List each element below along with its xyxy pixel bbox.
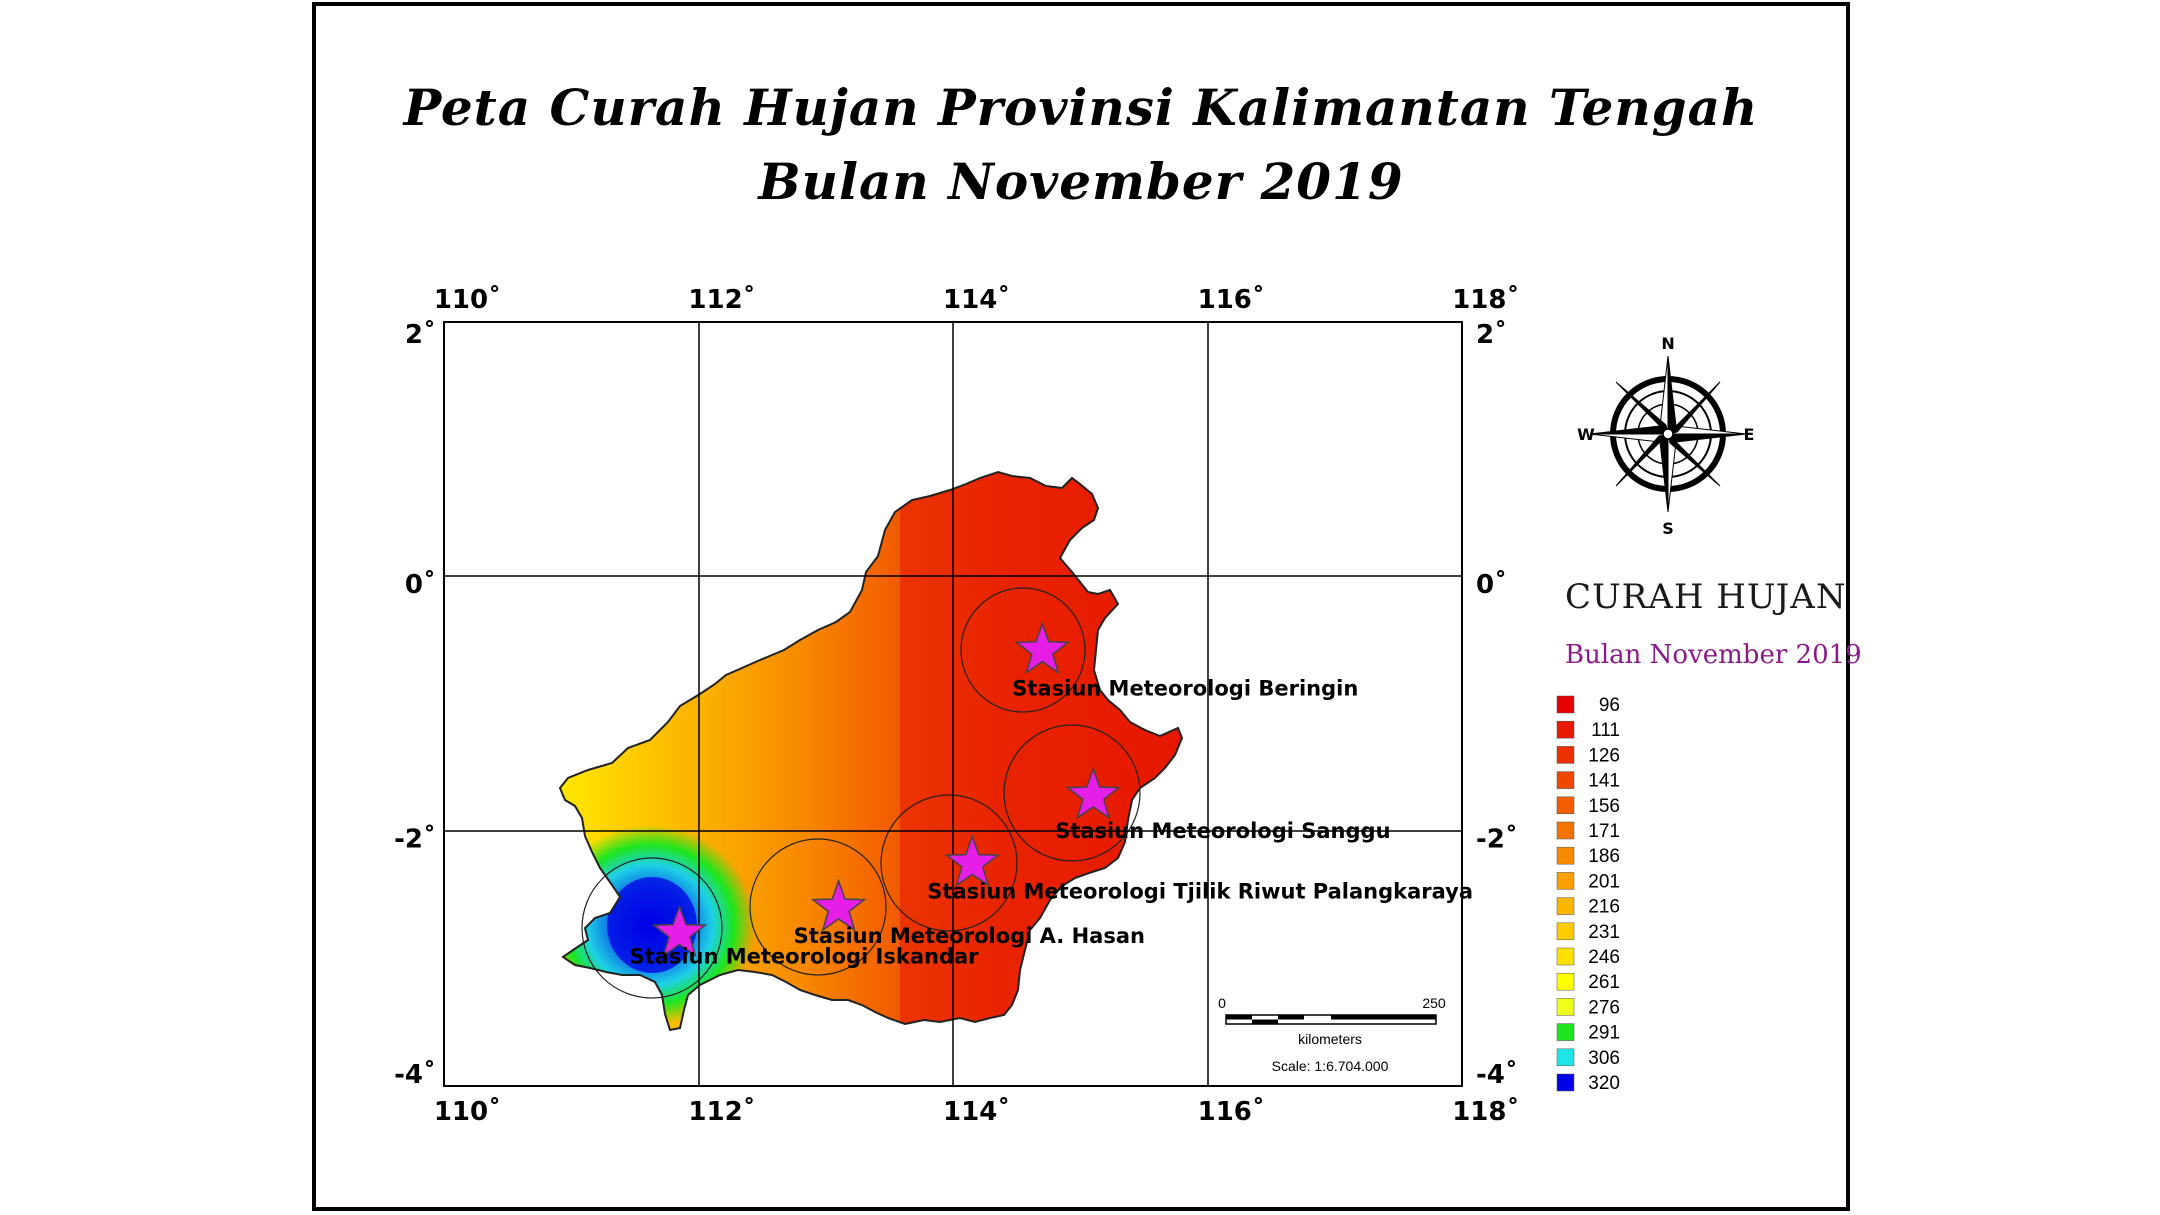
legend-swatch — [1556, 872, 1575, 890]
lat-tick-left: 0˚ — [405, 569, 436, 600]
lon-tick-bottom: 112˚ — [688, 1096, 755, 1127]
legend-value: 111 — [1591, 720, 1620, 741]
legend-value: 320 — [1588, 1073, 1620, 1094]
station-label: Stasiun Meteorologi A. Hasan — [794, 924, 1145, 948]
compass-west-label: W — [1577, 425, 1595, 444]
legend-value: 156 — [1588, 796, 1620, 817]
lat-tick-right: -2˚ — [1476, 824, 1518, 855]
compass-south-label: S — [1662, 519, 1674, 538]
scale-unit: kilometers — [1298, 1031, 1362, 1047]
legend-value: 291 — [1588, 1023, 1620, 1044]
legend-swatch — [1556, 1073, 1575, 1092]
lon-tick-top: 116˚ — [1198, 284, 1265, 315]
compass-rose-icon: N S E W — [1577, 334, 1754, 538]
legend-value: 126 — [1588, 745, 1620, 766]
legend-swatch — [1556, 947, 1575, 966]
lat-tick-left: -4˚ — [394, 1059, 436, 1090]
lon-tick-top: 110˚ — [434, 284, 501, 315]
legend-swatch — [1556, 846, 1575, 865]
legend-swatch — [1556, 821, 1575, 840]
legend-title: CURAH HUJAN — [1565, 577, 1847, 617]
legend-subtitle: Bulan November 2019 — [1565, 640, 1862, 670]
legend-swatch — [1556, 972, 1575, 991]
scale-ratio: Scale: 1:6.704.000 — [1272, 1058, 1389, 1074]
legend-value: 141 — [1588, 771, 1620, 792]
latitude-labels-right: 2˚ 0˚ -2˚ -4˚ — [1476, 319, 1518, 1090]
legend-value: 201 — [1588, 871, 1620, 892]
compass-east-label: E — [1744, 425, 1755, 444]
legend-value: 171 — [1588, 821, 1620, 842]
legend-swatch — [1556, 1048, 1575, 1067]
legend-value: 306 — [1588, 1048, 1620, 1069]
lon-tick-bottom: 116˚ — [1198, 1096, 1265, 1127]
legend-swatch — [1556, 897, 1575, 915]
longitude-labels-bottom: 110˚ 112˚ 114˚ 116˚ 118˚ — [434, 1096, 1520, 1127]
legend-swatch — [1556, 796, 1575, 815]
lon-tick-top: 112˚ — [688, 284, 755, 315]
station-label: Stasiun Meteorologi Sanggu — [1055, 819, 1390, 843]
station-star-icon — [651, 904, 708, 958]
map-title-line-1: Peta Curah Hujan Provinsi Kalimantan Ten… — [403, 78, 1759, 137]
legend-swatch — [1556, 998, 1575, 1016]
lat-tick-left: -2˚ — [394, 824, 436, 855]
scale-min-label: 0 — [1218, 995, 1226, 1011]
legend-value: 276 — [1588, 997, 1620, 1018]
lat-tick-right: -4˚ — [1476, 1059, 1518, 1090]
station-buffers — [581, 587, 1141, 999]
legend-swatch — [1556, 922, 1575, 941]
legend-swatch — [1556, 1023, 1575, 1041]
lat-tick-right: 0˚ — [1476, 569, 1507, 600]
lon-tick-bottom: 114˚ — [943, 1096, 1010, 1127]
station-star-icon — [1014, 621, 1071, 675]
scale-max-label: 250 — [1422, 995, 1446, 1011]
legend-swatch — [1556, 720, 1575, 739]
lon-tick-bottom: 118˚ — [1452, 1096, 1519, 1127]
station-star-icon — [1065, 766, 1122, 820]
compass-north-label: N — [1661, 334, 1674, 353]
legend-swatch — [1556, 746, 1575, 764]
station-star-icon — [810, 878, 867, 932]
station-label: Stasiun Meteorologi Tjilik Riwut Palangk… — [927, 879, 1473, 903]
station-star-icon — [944, 834, 1001, 888]
latitude-labels-left: 2˚ 0˚ -2˚ -4˚ — [394, 319, 436, 1090]
lat-tick-right: 2˚ — [1476, 319, 1507, 350]
lon-tick-top: 118˚ — [1452, 284, 1519, 315]
legend-swatch — [1556, 695, 1575, 714]
graticule — [444, 322, 1462, 1086]
legend-value: 246 — [1588, 947, 1620, 968]
legend-swatch — [1556, 771, 1575, 789]
legend-value: 96 — [1599, 695, 1620, 716]
lon-tick-top: 114˚ — [943, 284, 1010, 315]
lat-tick-left: 2˚ — [405, 319, 436, 350]
legend-value: 231 — [1588, 922, 1620, 943]
legend-value: 216 — [1588, 897, 1620, 918]
station-label: Stasiun Meteorologi Iskandar — [630, 945, 980, 969]
legend-value: 261 — [1588, 972, 1620, 993]
longitude-labels-top: 110˚ 112˚ 114˚ 116˚ 118˚ — [434, 284, 1520, 315]
scale-bar: 0 250 kilometers Scale: 1:6.704.000 — [1218, 995, 1446, 1074]
station-markers: Stasiun Meteorologi Beringin Stasiun Mete… — [630, 621, 1473, 969]
station-label: Stasiun Meteorologi Beringin — [1012, 677, 1358, 701]
lon-tick-bottom: 110˚ — [434, 1096, 501, 1127]
legend-value: 186 — [1588, 846, 1620, 867]
legend-classes: 96 111 126 141 156 171 186 201 216 231 246 261 276 29… — [1556, 695, 1620, 1094]
map-title-line-2: Bulan November 2019 — [758, 152, 1404, 211]
